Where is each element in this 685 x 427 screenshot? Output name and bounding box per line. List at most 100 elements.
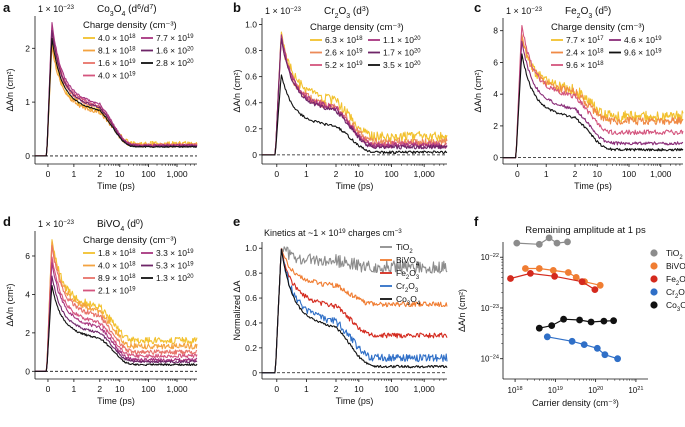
y-axis-label: ΔA/n (cm²) — [5, 68, 15, 111]
legend-exp: 18 — [597, 49, 604, 55]
x-tick-label: 100 — [141, 384, 155, 394]
panel-letter: e — [233, 214, 240, 229]
x-tick-label: 2 — [334, 384, 339, 394]
legend-label: Cr2O3 — [666, 287, 685, 300]
legend-label: Fe2O3 — [666, 274, 685, 287]
legend-value: 4.0 × 10 — [98, 261, 129, 271]
material-title: Co3O4 (d6/d7) — [97, 4, 157, 18]
panel-letter: f — [474, 214, 479, 229]
legend-formula: O — [409, 268, 416, 278]
material-part: O — [338, 6, 346, 17]
legend-title-text: Charge density (cm⁻³) — [83, 20, 177, 31]
x-tick-label: 100 — [622, 169, 636, 179]
y-tick-label: 2 — [25, 328, 30, 338]
legend-sub: 3 — [677, 307, 681, 313]
x-tick-label: 10 — [354, 384, 364, 394]
legend-exp: 18 — [356, 36, 363, 42]
y-tick-label: 0.6 — [245, 72, 257, 82]
legend-exp: 18 — [129, 262, 136, 268]
y-tick-label: 6 — [25, 251, 30, 261]
panel-a: a 1 × 10−23 Co3O4 (d6/d7) 0 1 2 ΔA/n (cm²) 0 1 2 1… — [3, 0, 198, 191]
x-tick-label: 1,000 — [414, 384, 436, 394]
series-line-5.3e19 — [35, 275, 198, 372]
legend-label: 4.0 × 1019 — [98, 71, 136, 81]
y-tick-label: 2 — [493, 121, 498, 131]
series-line-9.6e18 — [503, 24, 684, 159]
chart-title: Remaining amplitude at 1 ps — [525, 225, 646, 236]
legend-sub: 2 — [676, 281, 679, 287]
legend-label: 8.9 × 1018 — [98, 273, 136, 283]
x-axis-label: Time (ps) — [574, 181, 612, 191]
x-tick-label: 1,000 — [650, 169, 672, 179]
legend-label: 2.8 × 1020 — [156, 58, 194, 68]
data-point-TiO2 — [535, 240, 543, 248]
data-point-BiVO4 — [549, 267, 557, 274]
config-part: ) — [140, 219, 143, 230]
x-tick-label: 1019 — [548, 386, 563, 395]
panel-letter: d — [3, 214, 11, 229]
tick-exp: 18 — [516, 386, 522, 392]
config-sup: 7 — [149, 4, 153, 11]
legend-label: BiVO4 — [666, 261, 685, 274]
data-point-Cr2O3 — [593, 344, 601, 352]
material-title: Fe2O3 (d5) — [565, 6, 611, 20]
legend-sub: 4 — [416, 262, 420, 268]
material-part: Co — [97, 4, 110, 15]
data-point-Co3O4 — [535, 324, 543, 332]
legend-marker — [650, 249, 658, 257]
config-part: (d — [124, 219, 136, 230]
legend-formula: Fe — [666, 274, 676, 284]
legend-exp: 20 — [414, 61, 421, 67]
y-tick-label: 8 — [493, 26, 498, 36]
x-tick-label: 1 — [304, 384, 309, 394]
legend-formula: Cr — [396, 281, 405, 291]
x-tick-label: 0 — [46, 384, 51, 394]
y-tick-label: 0 — [25, 366, 30, 376]
config-part: /d — [141, 4, 149, 15]
x-tick-label: 2 — [97, 384, 102, 394]
series-line-2.4e18 — [503, 34, 684, 159]
legend-value: 9.6 × 10 — [624, 48, 655, 58]
y-tick-label: 1.0 — [245, 243, 257, 253]
legend-label: 2.6 × 1019 — [325, 48, 363, 58]
legend-value: 8.9 × 10 — [98, 273, 129, 283]
x-tick-label: 1,000 — [166, 384, 188, 394]
y-tick-label: 1 — [25, 97, 30, 107]
material-sub: 4 — [121, 11, 125, 18]
legend-formula: Co — [396, 294, 407, 304]
series-line-4.0e19 — [35, 27, 198, 157]
legend-exp: 19 — [187, 34, 194, 40]
legend-value: 1.6 × 10 — [156, 46, 187, 56]
data-point-Co3O4 — [560, 315, 567, 323]
series-line-BiVO4 — [525, 267, 601, 286]
y-tick-label: 0 — [252, 150, 257, 160]
data-point-BiVO4 — [572, 274, 580, 281]
material-sub: 3 — [346, 13, 350, 20]
y-axis-label: ΔA/n (cm²) — [473, 69, 483, 112]
series-line-Fe2O3 — [262, 248, 448, 374]
x-tick-label: 10 — [115, 169, 125, 179]
legend-label: 1.8 × 1018 — [98, 248, 136, 258]
data-point-Cr2O3 — [614, 355, 621, 363]
legend-label: 8.1 × 1018 — [98, 46, 136, 56]
data-point-Fe2O3 — [578, 278, 586, 286]
legend-sub: 3 — [407, 301, 411, 307]
tick-exp: 19 — [557, 386, 563, 392]
legend-value: 4.0 × 10 — [98, 33, 129, 43]
x-tick-label: 2 — [334, 169, 339, 179]
scale-power: −23 — [63, 219, 74, 226]
y-axis-label: ΔA/n (cm²) — [232, 69, 242, 112]
tick-base: 10 — [481, 253, 490, 262]
legend-formula: O — [408, 281, 415, 291]
material-title: Cr2O3 (d3) — [324, 6, 369, 20]
data-point-TiO2 — [553, 239, 561, 247]
scale-label: 1 × 10−23 — [38, 4, 74, 15]
legend-value: 7.7 × 10 — [566, 35, 597, 45]
legend-exp: 19 — [356, 61, 363, 67]
legend-exp: 17 — [597, 36, 604, 42]
series-line-6.3e18 — [262, 31, 448, 156]
legend-title: Charge density (cm⁻³) — [551, 22, 645, 33]
scale-power: −23 — [63, 4, 74, 11]
legend-formula: TiO — [396, 242, 410, 252]
x-tick-label: 1,000 — [166, 169, 188, 179]
